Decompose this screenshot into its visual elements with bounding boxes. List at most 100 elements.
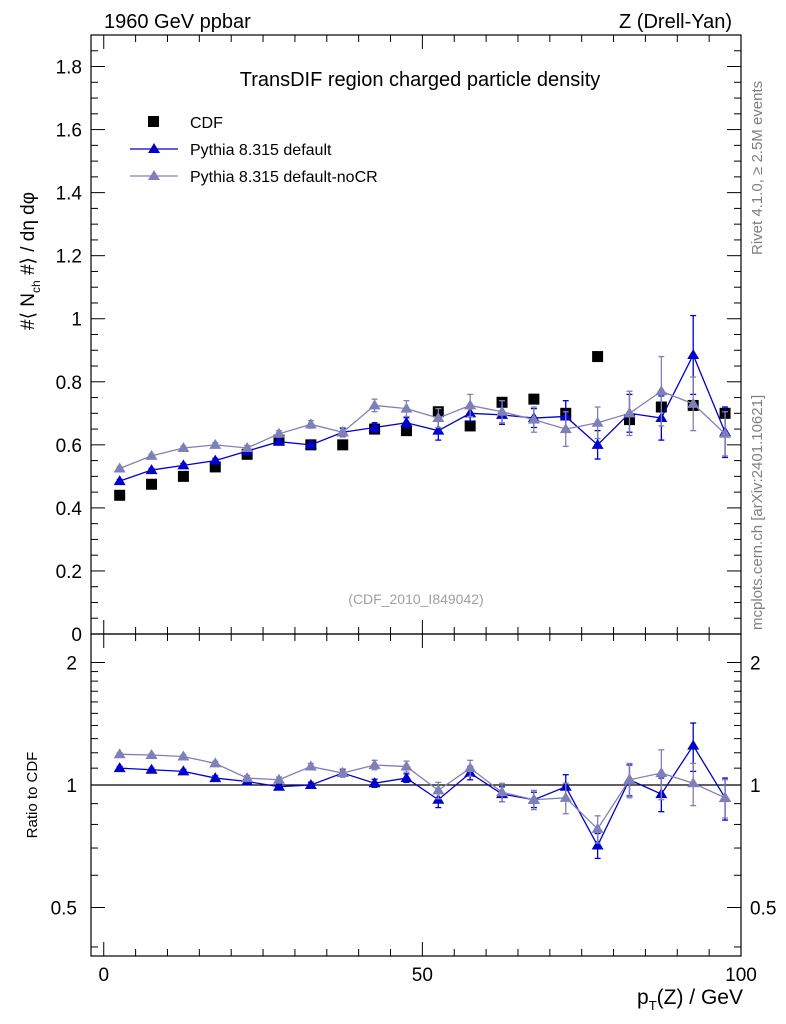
ratio-tick-labels: 0.5 0.5 1 1 2 2 0 50 100 bbox=[51, 654, 777, 986]
main-point-nocr bbox=[177, 441, 190, 452]
main-point-cdf bbox=[528, 393, 540, 405]
main-point-nocr bbox=[559, 423, 572, 434]
main-point-cdf bbox=[114, 489, 126, 501]
ratio-point-nocr bbox=[496, 786, 509, 797]
main-panel: 0 0.2 0.4 0.6 0.8 1 1.2 1.4 1.6 1.8 TransDIF regi… bbox=[18, 34, 742, 646]
main-point-nocr bbox=[591, 416, 604, 427]
main-point-nocr bbox=[304, 418, 317, 429]
ratio-point-nocr bbox=[719, 791, 732, 802]
main-point-nocr bbox=[623, 407, 636, 418]
ratio-point-nocr bbox=[145, 749, 158, 760]
ratio-ytick-label: 2 bbox=[66, 654, 77, 675]
energy-label: 1960 GeV ppbar bbox=[104, 11, 251, 33]
ratio-point-nocr bbox=[272, 773, 285, 784]
main-point-default bbox=[591, 438, 604, 449]
ratio-point-nocr bbox=[687, 777, 700, 788]
main-point-nocr bbox=[719, 427, 732, 438]
ratio-point-default bbox=[591, 839, 604, 850]
legend: CDF Pythia 8.315 default Pythia 8.315 de… bbox=[130, 115, 378, 186]
main-series-line-default bbox=[119, 353, 726, 482]
rivet-label: Rivet 4.1.0, ≥ 2.5M events bbox=[749, 81, 766, 255]
ratio-point-nocr bbox=[241, 772, 254, 783]
main-ytick-label: 0.6 bbox=[56, 436, 82, 457]
main-point-nocr bbox=[145, 449, 158, 460]
ratio-point-default bbox=[177, 765, 190, 776]
ratio-ytick-label: 1 bbox=[66, 776, 77, 797]
ratio-ytick-label: 0.5 bbox=[51, 898, 77, 919]
legend-label-default: Pythia 8.315 default bbox=[190, 142, 332, 159]
main-frame bbox=[90, 34, 742, 635]
main-point-cdf bbox=[337, 439, 349, 451]
main-point-nocr bbox=[336, 426, 349, 437]
ratio-data-marks bbox=[113, 722, 732, 860]
ratio-axis-ticks bbox=[91, 634, 742, 956]
main-y-axis-label: #⟨ Nch #⟩ / dη dφ bbox=[18, 192, 43, 330]
legend-marker-default bbox=[148, 143, 160, 153]
main-ytick-label: 1.6 bbox=[56, 121, 82, 142]
ratio-point-default bbox=[400, 772, 413, 783]
ratio-point-nocr bbox=[113, 748, 126, 759]
main-ytick-label: 0.4 bbox=[56, 499, 83, 520]
main-axis-ticks bbox=[91, 35, 742, 635]
main-point-nocr bbox=[655, 385, 668, 396]
ratio-point-nocr bbox=[464, 762, 477, 773]
main-ytick-label: 1 bbox=[71, 310, 82, 331]
main-ytick-label: 0.8 bbox=[56, 373, 82, 394]
ratio-point-nocr bbox=[432, 784, 445, 795]
mcplots-label: mcplots.cern.ch [arXiv:2401.10621] bbox=[749, 395, 766, 630]
legend-label-nocr: Pythia 8.315 default-noCR bbox=[190, 169, 378, 186]
main-data-marks bbox=[113, 314, 732, 501]
xtick-label: 50 bbox=[412, 965, 433, 986]
legend-marker-nocr bbox=[148, 170, 160, 180]
ratio-point-nocr bbox=[400, 760, 413, 771]
main-point-default bbox=[272, 435, 285, 446]
ratio-point-default bbox=[209, 772, 222, 783]
xtick-label: 0 bbox=[98, 965, 109, 986]
ratio-point-default bbox=[113, 762, 126, 773]
ratio-point-nocr bbox=[559, 791, 572, 802]
ratio-ytick-label-right: 0.5 bbox=[750, 898, 776, 919]
main-point-cdf bbox=[400, 425, 412, 437]
ratio-point-nocr bbox=[177, 750, 190, 761]
chart-title: TransDIF region charged particle density bbox=[240, 69, 601, 91]
ratio-point-default bbox=[272, 780, 285, 791]
ratio-point-default bbox=[304, 778, 317, 789]
process-label: Z (Drell-Yan) bbox=[619, 11, 732, 33]
ratio-point-nocr bbox=[623, 773, 636, 784]
main-point-nocr bbox=[432, 412, 445, 423]
main-point-default bbox=[113, 475, 126, 486]
x-axis-label: pT(Z) / GeV bbox=[637, 986, 743, 1013]
ratio-point-nocr bbox=[336, 767, 349, 778]
ratio-point-nocr bbox=[304, 760, 317, 771]
main-point-default bbox=[177, 459, 190, 470]
main-point-cdf bbox=[146, 478, 158, 490]
main-point-default bbox=[432, 424, 445, 435]
ratio-series-line-default bbox=[119, 744, 726, 847]
main-point-default bbox=[304, 438, 317, 449]
main-point-default bbox=[687, 348, 700, 359]
main-ytick-label: 1.4 bbox=[56, 184, 83, 205]
legend-marker-cdf bbox=[148, 116, 159, 127]
main-point-nocr bbox=[496, 405, 509, 416]
main-point-nocr bbox=[400, 402, 413, 413]
ratio-point-default bbox=[368, 777, 381, 788]
main-point-default bbox=[368, 421, 381, 432]
ratio-series-line-nocr bbox=[119, 753, 726, 830]
main-point-nocr bbox=[113, 462, 126, 473]
main-point-default bbox=[209, 454, 222, 465]
main-point-default bbox=[400, 416, 413, 427]
main-point-nocr bbox=[368, 399, 381, 410]
main-ytick-label: 1.8 bbox=[56, 58, 82, 79]
ratio-point-nocr bbox=[527, 793, 540, 804]
ratio-point-default bbox=[687, 739, 700, 750]
xtick-label: 100 bbox=[725, 965, 757, 986]
main-point-cdf bbox=[464, 420, 476, 432]
ratio-point-nocr bbox=[591, 822, 604, 833]
ratio-point-nocr bbox=[209, 757, 222, 768]
main-ytick-label: 1.2 bbox=[56, 247, 82, 268]
main-ytick-label: 0.2 bbox=[56, 562, 82, 583]
ratio-panel: 0.5 0.5 1 1 2 2 0 50 100 Ratio to CDF pT(Z) / Ge… bbox=[24, 633, 777, 1013]
main-point-nocr bbox=[687, 397, 700, 408]
ratio-ytick-label-right: 1 bbox=[750, 776, 761, 797]
